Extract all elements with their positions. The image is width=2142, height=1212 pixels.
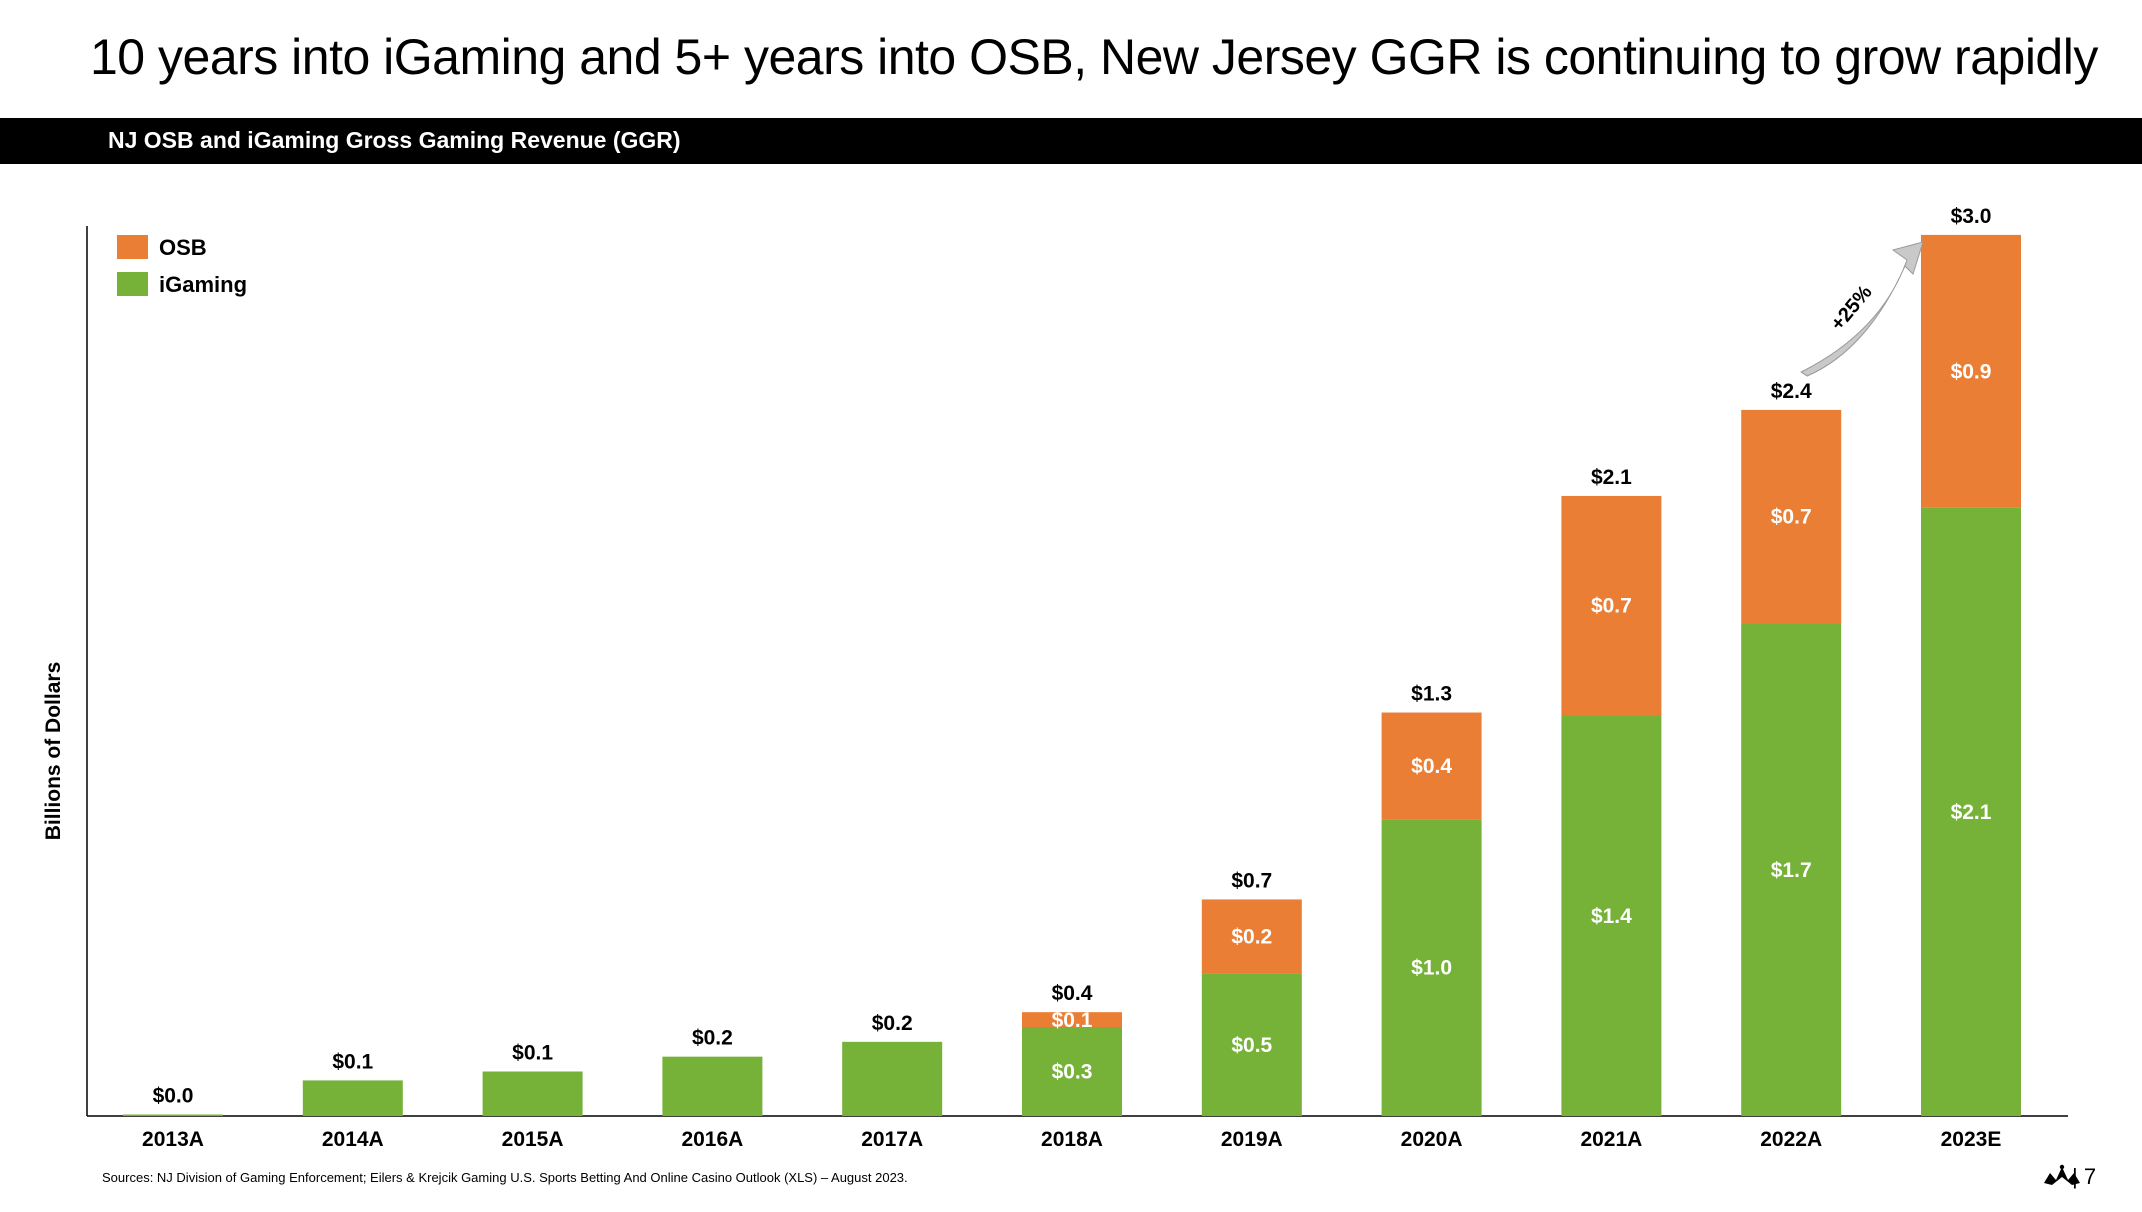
total-value-label: $1.3	[1411, 683, 1452, 706]
igaming-bar-2017A	[842, 1041, 943, 1116]
category-tick-label: 2015A	[502, 1128, 564, 1151]
legend-swatch-igaming	[117, 272, 148, 296]
osb-value-label: $0.7	[1771, 506, 1812, 529]
page-title: 10 years into iGaming and 5+ years into …	[90, 29, 2098, 85]
total-value-label: $3.0	[1951, 205, 1992, 228]
legend-label: OSB	[159, 235, 207, 260]
crown-logo-icon	[2044, 1164, 2080, 1185]
chart-banner: NJ OSB and iGaming Gross Gaming Revenue …	[0, 118, 2142, 164]
osb-bar-2022A	[1741, 409, 1842, 624]
total-value-label: $0.0	[153, 1085, 194, 1108]
category-tick-label: 2021A	[1580, 1128, 1642, 1151]
osb-value-label: $0.2	[1231, 926, 1272, 949]
osb-value-label: $0.4	[1411, 755, 1452, 778]
igaming-bar-2015A	[482, 1071, 583, 1116]
igaming-bar-2013A	[123, 1114, 223, 1117]
total-value-label: $0.2	[872, 1012, 913, 1035]
total-value-label: $0.1	[332, 1050, 373, 1073]
osb-bar-2021A	[1561, 495, 1662, 716]
osb-bar-2018A	[1022, 1012, 1122, 1027]
osb-value-label: $0.1	[1052, 1009, 1093, 1032]
category-tick-label: 2018A	[1041, 1128, 1103, 1151]
legend-swatch-osb	[117, 235, 148, 259]
legend-label: iGaming	[159, 272, 247, 297]
igaming-bar-2020A	[1381, 819, 1482, 1116]
total-value-label: $2.4	[1771, 380, 1812, 403]
igaming-bar-2021A	[1561, 715, 1662, 1116]
total-value-label: $2.1	[1591, 466, 1632, 489]
total-value-label: $0.1	[512, 1042, 553, 1065]
igaming-bar-2019A	[1201, 973, 1302, 1116]
osb-bar-2023E	[1921, 234, 2021, 508]
chart-banner-title: NJ OSB and iGaming Gross Gaming Revenue …	[108, 127, 681, 153]
igaming-value-label: $1.7	[1771, 859, 1812, 882]
category-tick-label: 2013A	[142, 1128, 204, 1151]
total-value-label: $0.7	[1231, 869, 1272, 892]
igaming-bar-2023E	[1921, 507, 2021, 1116]
igaming-bar-2022A	[1741, 623, 1842, 1116]
stacked-bar-chart: Billions of Dollars $0.0 2013A $0.1 2014A $0.…	[42, 205, 2068, 1151]
category-tick-label: 2022A	[1760, 1128, 1822, 1151]
igaming-value-label: $2.1	[1951, 801, 1992, 824]
igaming-value-label: $1.0	[1411, 957, 1452, 980]
category-tick-label: 2017A	[861, 1128, 923, 1151]
category-tick-label: 2020A	[1401, 1128, 1463, 1151]
igaming-value-label: $0.3	[1052, 1061, 1093, 1084]
osb-bar-2020A	[1381, 712, 1482, 820]
category-tick-label: 2014A	[322, 1128, 384, 1151]
category-tick-label: 2023E	[1941, 1128, 2002, 1151]
y-axis-label: Billions of Dollars	[42, 662, 65, 841]
category-tick-label: 2016A	[681, 1128, 743, 1151]
osb-bar-2019A	[1201, 899, 1302, 974]
igaming-bar-2014A	[302, 1080, 403, 1116]
total-value-label: $0.2	[692, 1027, 733, 1050]
sources-footnote: Sources: NJ Division of Gaming Enforceme…	[102, 1170, 908, 1185]
igaming-bar-2016A	[662, 1056, 763, 1116]
category-tick-label: 2019A	[1221, 1128, 1283, 1151]
growth-arrow-icon	[1800, 241, 1924, 377]
igaming-value-label: $0.5	[1231, 1034, 1272, 1057]
total-value-label: $0.4	[1052, 982, 1093, 1005]
osb-value-label: $0.7	[1591, 595, 1632, 618]
page-number: | 7	[2072, 1164, 2097, 1189]
osb-value-label: $0.9	[1951, 360, 1992, 383]
igaming-bar-2018A	[1022, 1027, 1122, 1116]
igaming-value-label: $1.4	[1591, 905, 1632, 928]
